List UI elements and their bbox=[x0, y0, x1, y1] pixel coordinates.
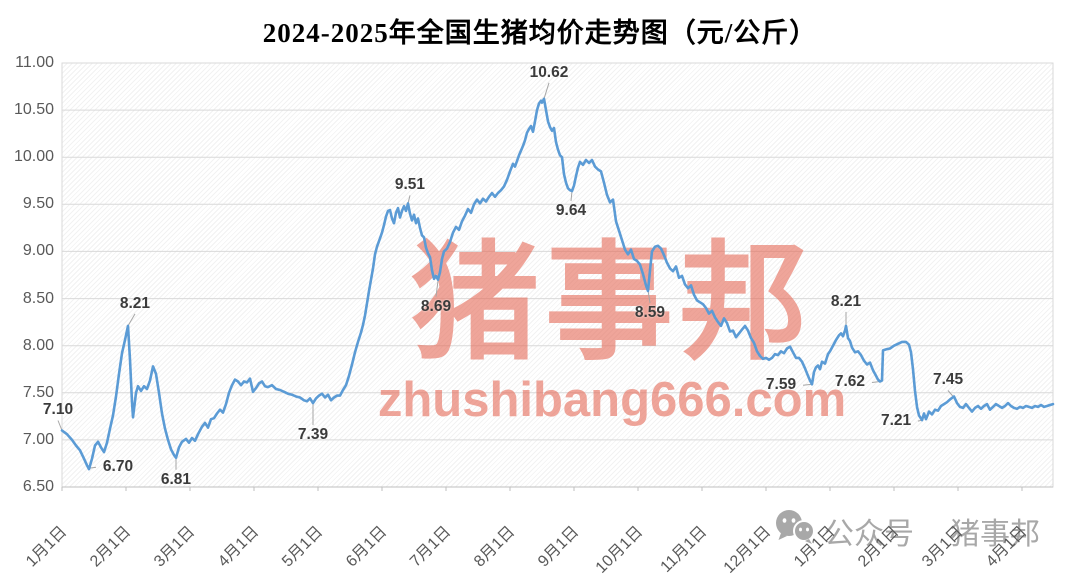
data-label: 8.59 bbox=[634, 304, 666, 322]
publisher-watermark-right: 猪事邦 bbox=[950, 518, 1040, 551]
data-label: 8.21 bbox=[119, 294, 151, 312]
wechat-icon bbox=[774, 508, 816, 554]
x-axis-tick-label: 7月1日 bbox=[407, 523, 455, 571]
publisher-watermark: 公众号 猪事邦 bbox=[774, 508, 1040, 554]
data-label: 7.39 bbox=[297, 426, 329, 444]
x-axis-tick-label: 8月1日 bbox=[471, 523, 519, 571]
data-label: 6.70 bbox=[102, 458, 134, 476]
x-axis-tick-label: 2月1日 bbox=[87, 523, 135, 571]
y-axis-tick-label: 9.00 bbox=[22, 242, 54, 260]
x-axis-tick-label: 11月1日 bbox=[657, 523, 711, 576]
data-label: 7.45 bbox=[932, 371, 964, 389]
data-label: 8.69 bbox=[420, 297, 452, 315]
x-axis-tick-label: 5月1日 bbox=[279, 523, 327, 571]
x-axis-tick-label: 1月1日 bbox=[23, 523, 71, 571]
data-label: 7.62 bbox=[834, 373, 866, 391]
data-label: 8.21 bbox=[830, 292, 862, 310]
y-axis-tick-label: 7.00 bbox=[22, 430, 54, 448]
x-axis-tick-label: 10月1日 bbox=[592, 523, 647, 577]
y-axis-tick-label: 10.00 bbox=[13, 148, 54, 166]
x-axis-tick-label: 3月1日 bbox=[151, 523, 199, 571]
y-axis-tick-label: 8.00 bbox=[22, 336, 54, 354]
y-axis-tick-label: 10.50 bbox=[13, 101, 54, 119]
x-axis-tick-label: 4月1日 bbox=[215, 523, 263, 571]
x-axis-tick-label: 12月1日 bbox=[720, 523, 775, 577]
data-label: 9.51 bbox=[394, 176, 426, 194]
y-axis-tick-label: 11.00 bbox=[15, 54, 54, 71]
y-axis-tick-label: 8.50 bbox=[22, 289, 54, 307]
data-label: 7.21 bbox=[880, 412, 912, 430]
chart-title: 2024-2025年全国生猪均价走势图（元/公斤） bbox=[262, 18, 818, 48]
data-label: 10.62 bbox=[529, 63, 569, 81]
publisher-watermark-left: 公众号 bbox=[824, 518, 914, 551]
data-label: 9.64 bbox=[555, 202, 587, 220]
x-axis-tick-label: 6月1日 bbox=[343, 523, 391, 571]
data-label: 6.81 bbox=[160, 470, 192, 488]
y-axis-tick-label: 9.50 bbox=[22, 195, 54, 213]
y-axis-tick-label: 7.50 bbox=[22, 383, 54, 401]
data-label: 7.10 bbox=[42, 401, 74, 419]
y-axis-tick-label: 6.50 bbox=[22, 478, 54, 495]
data-label: 7.59 bbox=[765, 376, 797, 394]
x-axis-tick-label: 9月1日 bbox=[535, 523, 583, 571]
